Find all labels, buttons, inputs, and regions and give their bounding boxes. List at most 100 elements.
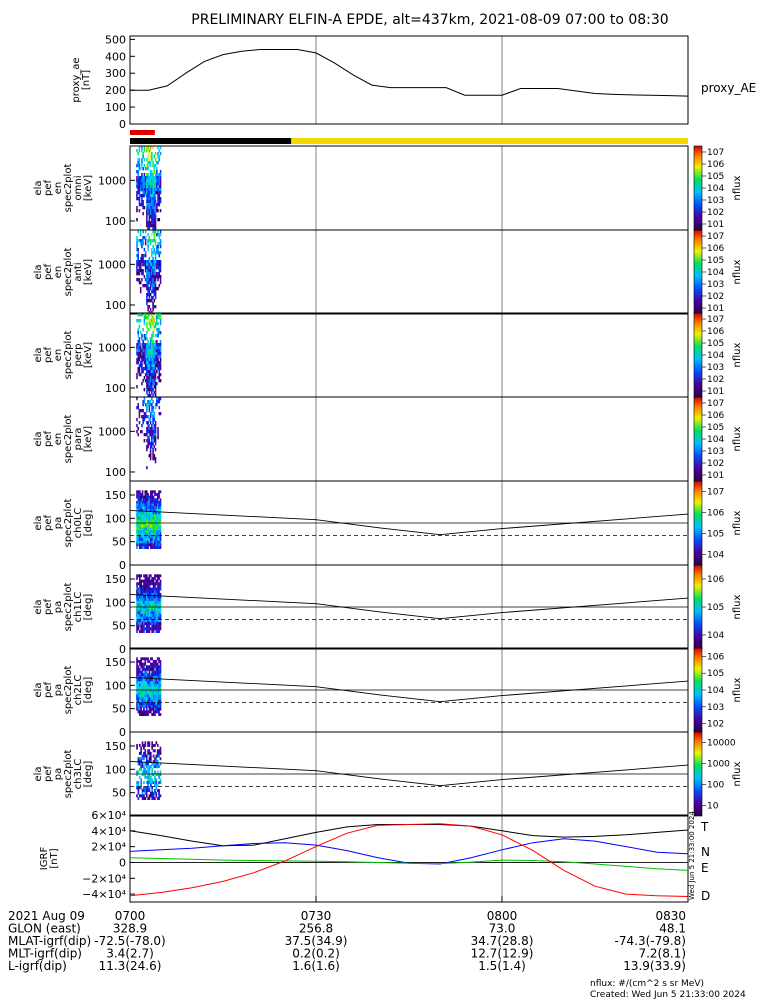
pa-pixel: [136, 595, 138, 599]
spec-pixel: [136, 343, 138, 347]
spec-pixel: [153, 275, 156, 279]
pa-pixel: [148, 624, 151, 628]
spec-pixel: [147, 203, 149, 207]
pa-pixel: [140, 598, 143, 602]
spec-pixel: [158, 260, 161, 264]
spec-pixel: [157, 355, 159, 359]
pa-pixel: [158, 794, 160, 798]
pa-pixel: [140, 794, 143, 798]
pa-pixel: [158, 773, 160, 777]
spec-pixel: [138, 337, 141, 341]
spec-pixel: [146, 421, 148, 425]
pa-pixel: [147, 590, 149, 594]
pa-pixel: [156, 616, 159, 620]
spec-pixel: [147, 233, 149, 237]
pa-pixel: [159, 713, 162, 716]
spec-pixel: [157, 376, 159, 380]
spec-pixel: [149, 272, 152, 276]
spec-pixel: [158, 191, 161, 195]
pa-pixel: [158, 500, 160, 504]
spec-pixel: [138, 349, 141, 353]
spec-pixel: [152, 454, 154, 458]
pa-pixel: [147, 582, 149, 586]
spec-pixel: [153, 248, 156, 252]
spec-pixel: [153, 412, 156, 416]
pa-pixel: [147, 606, 149, 610]
spec-pixel: [139, 242, 142, 246]
pa-pixel: [155, 532, 158, 536]
pa-pixel: [148, 770, 151, 774]
pa-pixel: [143, 789, 145, 793]
pa-pixel: [137, 665, 140, 669]
spec-pixel: [142, 272, 144, 276]
spec-pixel: [159, 251, 162, 255]
spec-pixel: [142, 343, 144, 347]
pa-pixel: [137, 689, 140, 693]
spec-pixel: [149, 164, 152, 168]
pa-pixel: [154, 603, 156, 607]
spec-pixel: [157, 331, 159, 335]
pa-pixel: [140, 713, 143, 716]
spec-pixel: [141, 364, 143, 368]
spec-pixel: [154, 287, 157, 291]
spec-pixel: [146, 358, 148, 362]
pa-pixel: [159, 675, 162, 679]
pa-pixel: [140, 670, 143, 674]
spec-frame: [129, 145, 689, 231]
spec-pixel: [159, 331, 162, 335]
pa-pixel: [140, 543, 143, 547]
pa-pixel: [138, 530, 141, 534]
pa-pixel: [137, 492, 140, 496]
spec-pixel: [146, 284, 148, 288]
pa-pixel: [136, 608, 138, 612]
pa-pixel: [144, 662, 147, 666]
spec-pixel: [138, 281, 141, 285]
pa-pixel: [156, 694, 159, 698]
spec-pixel: [153, 272, 156, 276]
pa-pixel: [148, 749, 151, 753]
spec-pixel: [152, 349, 154, 353]
spec-pixel: [157, 182, 159, 186]
spec-pixel: [142, 409, 144, 413]
spec-pixel: [149, 200, 152, 204]
spec-pixel: [148, 158, 151, 162]
pa-pixel: [159, 582, 162, 586]
spec-pixel: [151, 316, 153, 320]
x-row-value: 1.6(1.6): [292, 959, 340, 973]
spec-pixel: [151, 361, 153, 365]
state-segment-black: [130, 138, 292, 144]
pa-pixel: [144, 538, 147, 542]
pa-pixel: [138, 574, 141, 578]
pa-pixel: [159, 608, 162, 612]
pa-pixel: [148, 584, 151, 588]
pa-pixel: [138, 759, 141, 763]
spec-pixel: [144, 284, 147, 288]
spec-pixel: [146, 346, 148, 350]
pa-pixel: [143, 673, 145, 677]
spec-pixel: [153, 424, 156, 428]
spec-pixel: [154, 382, 157, 386]
pa-pixel: [141, 527, 144, 531]
spec-pixel: [154, 361, 157, 365]
created-stamp: Created: Wed Jun 5 21:33:00 2024: [590, 990, 746, 1000]
spec-pixel: [146, 278, 148, 282]
spec-pixel: [151, 424, 153, 428]
pa-pixel: [148, 574, 151, 578]
pa-pixel: [159, 781, 162, 785]
pa-pixel: [152, 527, 155, 531]
pa-pixel: [155, 503, 158, 507]
spec-pixel: [152, 442, 154, 446]
pa-pixel: [147, 743, 149, 747]
spec-ylabel: ela pef en spec2plot perp [keV]: [33, 331, 94, 380]
pa-pixel: [156, 657, 159, 661]
pa-pixel: [148, 665, 151, 669]
spec-pixel: [151, 251, 153, 255]
pa-pixel: [136, 519, 138, 523]
colorbar-tick-label: 107: [707, 148, 724, 158]
spec-pixel: [148, 188, 151, 192]
spec-pixel: [144, 433, 147, 437]
spec-pixel: [148, 343, 151, 347]
pa-ylabel-line: spec2plot: [63, 499, 74, 548]
spec-pixel: [151, 340, 153, 344]
spec-ylabel-line: ela: [33, 347, 44, 362]
